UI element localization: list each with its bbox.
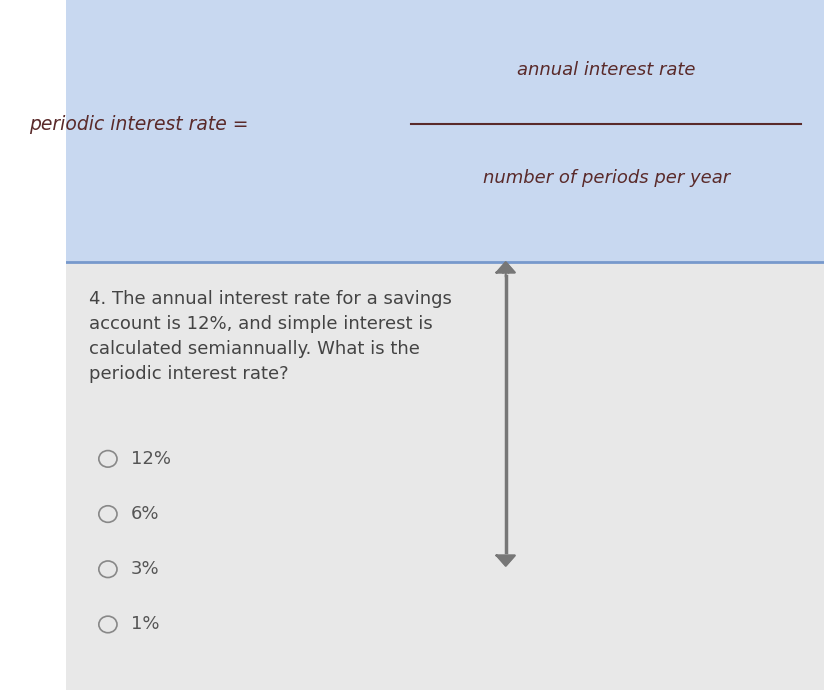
Text: number of periods per year: number of periods per year [483,169,730,187]
Text: 3%: 3% [131,560,159,578]
Polygon shape [497,262,515,273]
Text: 12%: 12% [131,450,171,468]
FancyBboxPatch shape [66,262,824,690]
Text: annual interest rate: annual interest rate [517,61,695,79]
FancyBboxPatch shape [66,0,824,262]
Text: 4. The annual interest rate for a savings
account is 12%, and simple interest is: 4. The annual interest rate for a saving… [89,290,452,383]
Polygon shape [497,555,515,566]
Text: periodic interest rate =: periodic interest rate = [29,115,248,134]
Text: 1%: 1% [131,615,159,633]
Text: 6%: 6% [131,505,159,523]
